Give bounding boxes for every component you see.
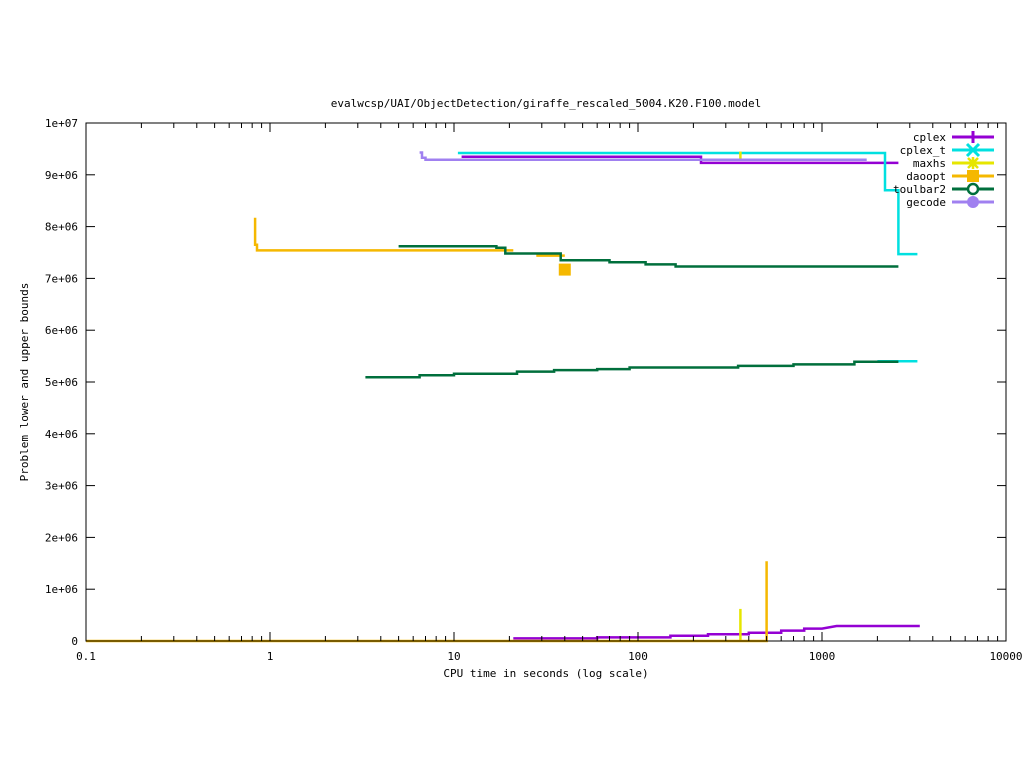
y-tick-label: 2e+06 xyxy=(45,531,78,544)
legend-marker xyxy=(967,196,979,208)
legend-label: maxhs xyxy=(913,157,946,170)
y-tick-label: 5e+06 xyxy=(45,376,78,389)
series-line-gecode xyxy=(419,151,867,162)
x-tick-label: 0.1 xyxy=(76,650,96,663)
y-tick-label: 3e+06 xyxy=(45,480,78,493)
axes: 0.1 1 10 100 1000 10000 0 1e+06 2e+06 3e+06 4e+06 5… xyxy=(45,117,1023,663)
y-axis-label: Problem lower and upper bounds xyxy=(18,283,31,482)
x-tick-label: 100 xyxy=(628,650,648,663)
legend-marker xyxy=(967,131,979,143)
series-daoopt xyxy=(86,217,768,643)
series-cplex_t xyxy=(457,151,918,363)
legend-label: cplex_t xyxy=(900,144,946,157)
legend-marker xyxy=(966,182,980,196)
legend-item-toulbar2: toulbar2 xyxy=(893,182,994,196)
legend-marker xyxy=(965,142,981,158)
series-line-daoopt xyxy=(253,217,514,252)
legend-item-gecode: gecode xyxy=(906,196,994,209)
y-tick-label: 8e+06 xyxy=(45,221,78,234)
x-axis-label: CPU time in seconds (log scale) xyxy=(443,667,648,680)
legend-label: gecode xyxy=(906,196,946,209)
x-tick-label: 1000 xyxy=(809,650,836,663)
y-tick-label: 0 xyxy=(71,635,78,648)
legend-item-maxhs: maxhs xyxy=(913,157,994,170)
series-cplex xyxy=(461,155,920,640)
data-point-daoopt xyxy=(558,263,571,276)
series-gecode xyxy=(419,151,867,162)
chart-title: evalwcsp/UAI/ObjectDetection/giraffe_res… xyxy=(331,97,761,110)
legend-item-daoopt: daoopt xyxy=(906,170,994,183)
series-line-toulbar2 xyxy=(365,360,899,379)
y-tick-label: 1e+06 xyxy=(45,583,78,596)
x-tick-label: 10000 xyxy=(989,650,1022,663)
series-line-cplex_t xyxy=(457,151,918,256)
series-line-cplex xyxy=(513,624,920,640)
y-tick-label: 9e+06 xyxy=(45,169,78,182)
legend-marker xyxy=(967,157,979,169)
x-tick-label: 1 xyxy=(267,650,274,663)
legend-marker xyxy=(967,170,979,182)
series-toulbar2 xyxy=(365,245,899,379)
y-tick-label: 6e+06 xyxy=(45,324,78,337)
legend-label: toulbar2 xyxy=(893,183,946,196)
legend-label: cplex xyxy=(913,131,946,144)
legend-label: daoopt xyxy=(906,170,946,183)
plot-area xyxy=(86,151,920,643)
y-tick-label: 4e+06 xyxy=(45,428,78,441)
y-tick-label: 1e+07 xyxy=(45,117,78,130)
x-tick-label: 10 xyxy=(447,650,460,663)
legend-item-cplex_t: cplex_t xyxy=(900,142,994,158)
plot-frame xyxy=(85,122,1007,642)
series-line-daoopt xyxy=(86,561,768,643)
y-tick-label: 7e+06 xyxy=(45,272,78,285)
legend-item-cplex: cplex xyxy=(913,131,994,144)
series-line-toulbar2 xyxy=(398,245,899,268)
